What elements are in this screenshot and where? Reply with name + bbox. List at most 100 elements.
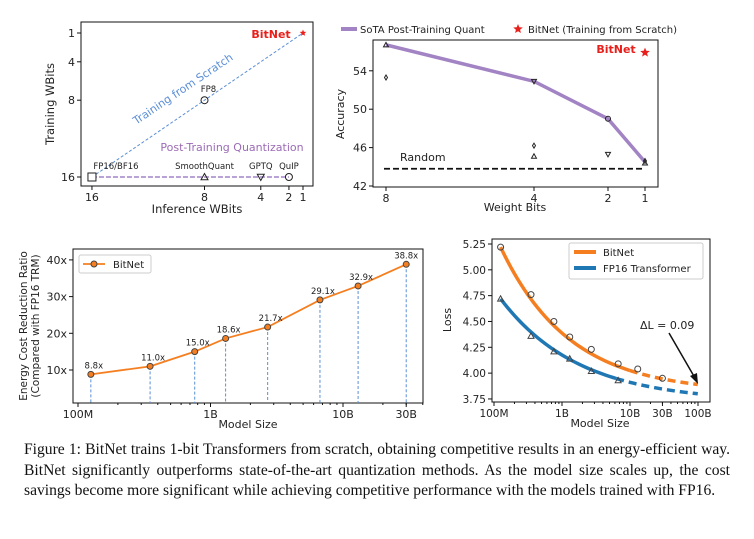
point-label: FP16/BF16	[93, 162, 138, 172]
y-tick-label: 42	[353, 180, 367, 193]
x-axis-label: Model Size	[570, 417, 629, 430]
axes-frame	[491, 238, 711, 403]
point-circle	[200, 96, 209, 105]
data-point	[527, 331, 535, 339]
point-triangle-up	[641, 159, 649, 166]
x-tick-label: 8	[201, 191, 208, 204]
data-point	[566, 333, 574, 341]
y-tick-label: 3.75	[463, 394, 486, 406]
random-label: Random	[400, 151, 446, 164]
point-diamond	[642, 157, 648, 165]
data-label: 8.8x	[85, 361, 104, 371]
point-label: FP8	[201, 85, 216, 95]
data-point	[550, 317, 558, 325]
x-tick-label: 30B	[652, 408, 673, 420]
data-point	[496, 294, 505, 302]
x-tick-label: 8	[383, 192, 390, 205]
series-line-ptq	[385, 43, 647, 164]
bitnet-label: BitNet	[251, 28, 290, 41]
y-tick-label: 1	[68, 27, 75, 40]
series-line-bitnet	[90, 263, 407, 376]
post-training-quantization-label: Post-Training Quantization	[160, 141, 303, 154]
annotation-arrowhead	[690, 373, 698, 384]
y-tick-label: 4.00	[463, 368, 486, 380]
figure-caption: Figure 1: BitNet trains 1-bit Transforme…	[24, 441, 730, 499]
fit-curve-1	[499, 297, 617, 381]
data-point	[87, 370, 95, 378]
x-tick-label: 2	[285, 191, 292, 204]
point-triangle-up	[200, 172, 209, 181]
y-tick-label: 40x	[46, 254, 67, 267]
point-square	[87, 172, 97, 182]
x-tick-label: 16	[85, 191, 99, 204]
legend-box	[78, 254, 152, 274]
point-triangle-down	[530, 78, 538, 85]
data-label: 15.0x	[186, 339, 210, 349]
data-point	[587, 367, 596, 374]
data-label: 32.9x	[349, 273, 373, 283]
y-tick-label: 5.00	[463, 265, 486, 277]
legend-box	[568, 242, 704, 280]
axes-frame	[372, 39, 659, 188]
data-point	[264, 323, 272, 331]
data-point	[614, 376, 623, 384]
training-from-scratch-label: Training from Scratch	[130, 51, 236, 128]
data-point	[614, 360, 622, 368]
point-circle	[284, 173, 293, 181]
legend-label: BitNet	[113, 260, 144, 271]
extrapolated-curve-1	[615, 376, 698, 396]
y-tick-label: 4.50	[463, 316, 486, 328]
y-tick-label: 4.75	[463, 291, 486, 303]
data-point	[402, 260, 410, 268]
legend-label: FP16 Transformer	[603, 264, 692, 275]
x-axis-label: Model Size	[218, 418, 277, 431]
x-tick-label: 4	[531, 192, 538, 205]
legend-label-bitnet: BitNet (Training from Scratch)	[528, 25, 677, 36]
x-tick-label: 1B	[555, 408, 569, 420]
data-point	[658, 374, 666, 382]
data-point	[565, 354, 574, 362]
data-point	[634, 365, 642, 373]
x-tick-label: 100M	[479, 408, 508, 420]
x-tick-label: 100M	[63, 408, 94, 421]
y-tick-label: 10x	[46, 364, 67, 377]
data-point	[191, 348, 199, 356]
y-tick-label: 46	[353, 142, 367, 155]
data-label: 38.8x	[394, 251, 418, 261]
data-point	[527, 291, 535, 299]
chart-loss: 100M 1B 10B 30B 100B 3.75 4.00 4.25 4.50 4.75 5.00…	[441, 238, 712, 430]
y-tick-label: 16	[61, 171, 75, 184]
point-triangle-up	[530, 152, 538, 159]
chart-energy: 100M 1B 10B 30B 10x 20x 30x 40x Model Size Energy…	[18, 248, 424, 431]
x-tick-label: 10B	[620, 408, 641, 420]
delta-loss-annotation: ΔL = 0.09	[640, 319, 694, 332]
x-tick-label: 4	[257, 191, 264, 204]
y-tick-label: 20x	[46, 327, 67, 340]
x-tick-label: 1B	[203, 408, 218, 421]
annotation-arrow	[668, 332, 696, 379]
data-label: 18.6x	[217, 325, 241, 335]
point-star	[299, 29, 307, 36]
y-axis-label-line2: (Compared with FP16 TRM)	[30, 254, 42, 397]
x-tick-label: 100B	[684, 408, 711, 420]
y-tick-label: 8	[68, 94, 75, 107]
point-diamond	[383, 74, 389, 81]
x-axis-label: Inference WBits	[152, 202, 243, 216]
data-point	[146, 362, 154, 370]
fit-curve-0	[499, 246, 631, 373]
legend-label-ptq: SoTA Post-Training Quant	[360, 25, 485, 36]
legend-star-bitnet	[513, 24, 523, 33]
y-axis-label: Loss	[441, 308, 454, 332]
y-tick-label: 4	[68, 56, 75, 69]
data-point	[497, 243, 505, 251]
data-label: 11.0x	[141, 353, 165, 363]
y-tick-label: 4.25	[463, 342, 486, 354]
point-label: GPTQ	[249, 162, 273, 172]
point-diamond	[531, 142, 537, 150]
x-axis-label: Weight Bits	[484, 201, 547, 214]
x-tick-label: 30B	[395, 408, 417, 421]
axes-frame	[72, 248, 424, 404]
data-label: 29.1x	[311, 287, 335, 297]
